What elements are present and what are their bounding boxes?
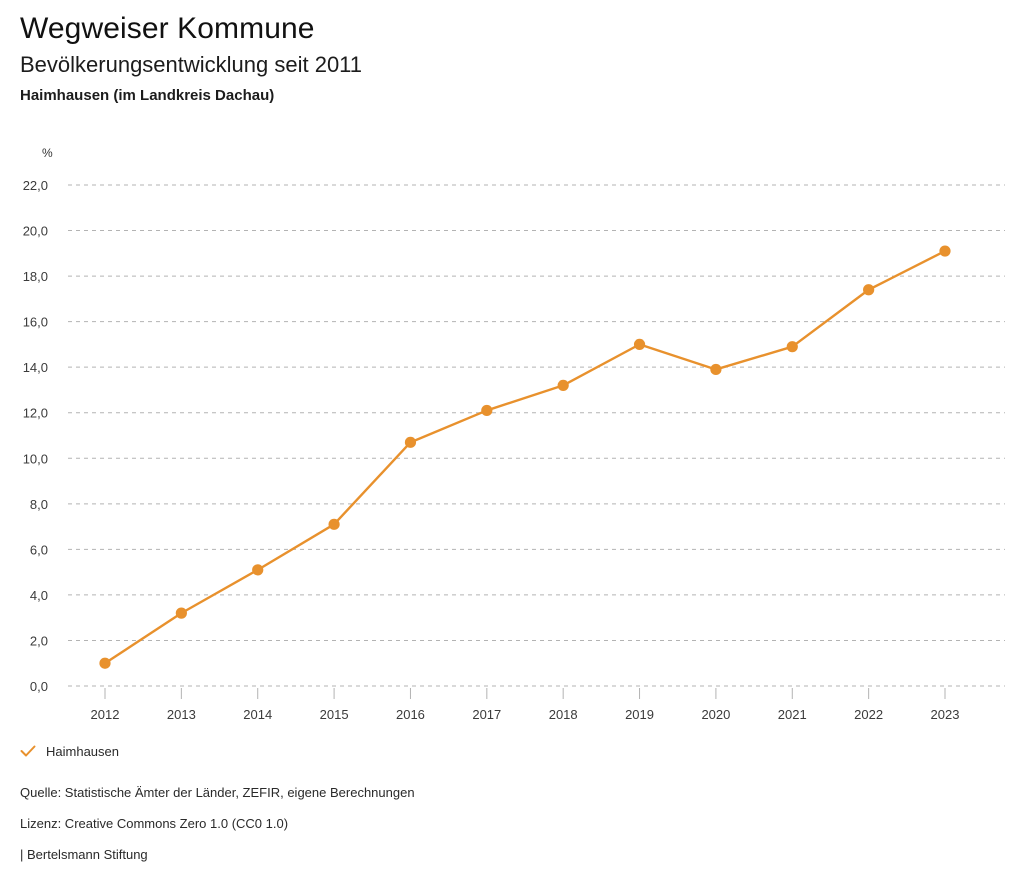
grid-lines <box>68 184 1005 687</box>
x-axis-tick-label: 2020 <box>701 707 730 722</box>
check-icon <box>20 744 36 758</box>
footer-publisher: | Bertelsmann Stiftung <box>20 847 148 862</box>
x-axis-tick-label: 2015 <box>320 707 349 722</box>
x-axis-tick-label: 2017 <box>472 707 501 722</box>
header: Wegweiser Kommune Bevölkerungsentwicklun… <box>20 12 1000 104</box>
y-axis-unit-label: % <box>42 146 53 160</box>
x-axis-tick-label: 2013 <box>167 707 196 722</box>
x-axis-tick-label: 2022 <box>854 707 883 722</box>
y-axis-tick-label: 4,0 <box>30 588 48 603</box>
data-point[interactable] <box>633 338 646 351</box>
x-axis-tick-label: 2012 <box>91 707 120 722</box>
x-axis-tick-label: 2018 <box>549 707 578 722</box>
x-axis-tick-label: 2021 <box>778 707 807 722</box>
data-point[interactable] <box>252 564 264 576</box>
footer: Quelle: Statistische Ämter der Länder, Z… <box>20 786 1000 861</box>
x-axis-ticks: 2012 2013 2014 2015 2016 2017 2018 2019 2020 2021… <box>91 688 960 722</box>
data-point[interactable] <box>863 284 875 296</box>
data-point[interactable] <box>939 245 951 257</box>
y-axis-tick-label: 16,0 <box>23 315 48 330</box>
data-point[interactable] <box>404 436 417 448</box>
footer-source: Quelle: Statistische Ämter der Länder, Z… <box>20 785 415 800</box>
series-points <box>99 245 951 669</box>
y-axis-tick-label: 20,0 <box>23 224 48 239</box>
y-axis-tick-label: 14,0 <box>23 360 48 375</box>
y-axis-tick-label: 0,0 <box>30 679 48 694</box>
y-axis-tick-label: 2,0 <box>30 633 48 648</box>
footer-license: Lizenz: Creative Commons Zero 1.0 (CC0 1… <box>20 816 289 831</box>
data-point[interactable] <box>557 379 569 391</box>
page-title: Wegweiser Kommune <box>20 12 315 45</box>
y-axis-ticks: 0,0 2,0 4,0 6,0 8,0 10,0 12,0 14,0 16,0 18,0 20,0 2… <box>23 178 48 694</box>
y-axis-tick-label: 6,0 <box>30 542 48 557</box>
x-axis-tick-label: 2016 <box>396 707 425 722</box>
y-axis-tick-label: 10,0 <box>23 451 48 466</box>
chart-region-label: Haimhausen (im Landkreis Dachau) <box>20 87 275 104</box>
chart-subtitle: Bevölkerungsentwicklung seit 2011 <box>20 52 363 77</box>
data-point[interactable] <box>328 518 340 530</box>
data-point[interactable] <box>481 404 493 417</box>
series-lines <box>103 249 947 665</box>
chart-legend[interactable]: Haimhausen <box>20 744 119 758</box>
x-axis-tick-label: 2023 <box>931 707 960 722</box>
y-axis-tick-label: 18,0 <box>23 269 48 284</box>
data-point[interactable] <box>99 657 111 669</box>
data-point[interactable] <box>786 341 798 353</box>
x-axis-tick-label: 2014 <box>243 707 272 722</box>
series-line-haimhausen <box>103 249 947 665</box>
line-chart-svg: 0,0 2,0 4,0 6,0 8,0 10,0 12,0 14,0 16,0 18,0 20,0 2… <box>23 178 1005 722</box>
x-axis-tick-label: 2019 <box>625 707 654 722</box>
data-point[interactable] <box>175 607 187 619</box>
legend-item-label: Haimhausen <box>46 743 119 759</box>
chart-container: % 0,0 2,0 4,0 6,0 8,0 10,0 12,0 14,0 16,0 18,0 20,… <box>0 140 1024 730</box>
y-axis-tick-label: 12,0 <box>23 406 48 421</box>
y-axis-tick-label: 22,0 <box>23 178 48 193</box>
data-point[interactable] <box>710 363 722 376</box>
y-axis-tick-label: 8,0 <box>30 497 48 512</box>
